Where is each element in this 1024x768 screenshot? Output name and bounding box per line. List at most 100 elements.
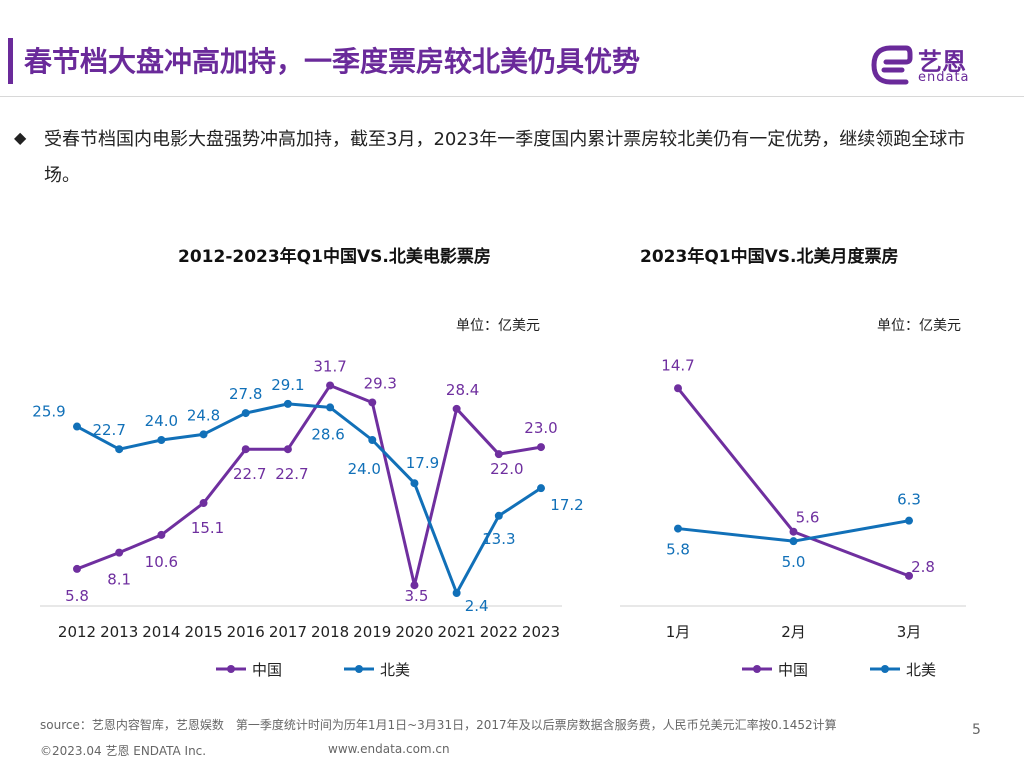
x-tick-label: 2019 xyxy=(353,623,391,641)
data-point xyxy=(326,381,335,390)
x-tick-label: 2017 xyxy=(269,623,307,641)
summary-text: 受春节档国内电影大盘强势冲高加持，截至3月，2023年一季度国内累计票房较北美仍… xyxy=(44,129,966,186)
data-label: 28.6 xyxy=(311,425,344,443)
data-point xyxy=(789,527,798,536)
chart1-title: 2012-2023年Q1中国VS.北美电影票房 xyxy=(178,247,491,267)
data-point xyxy=(410,581,419,590)
data-point xyxy=(452,589,461,597)
data-point xyxy=(283,445,292,454)
data-point xyxy=(905,516,913,525)
data-point xyxy=(157,436,166,444)
logo-text-cn: 艺恩 xyxy=(918,48,966,76)
data-point xyxy=(494,511,503,520)
data-point xyxy=(73,564,81,573)
data-label: 5.8 xyxy=(666,541,690,559)
data-label: 10.6 xyxy=(145,553,178,571)
logo-text-en: endata xyxy=(918,70,970,85)
data-label: 24.0 xyxy=(348,460,381,478)
legend-swatch-point xyxy=(753,665,761,673)
endata-logo: 艺恩 endata xyxy=(866,40,996,92)
series-line-0 xyxy=(676,387,910,578)
legend-swatch-point xyxy=(227,665,235,673)
data-label: 23.0 xyxy=(524,419,557,437)
data-label: 2.8 xyxy=(911,558,935,576)
data-point xyxy=(368,398,377,407)
data-point xyxy=(537,443,545,452)
data-label: 15.1 xyxy=(191,519,224,537)
x-tick-label: 2014 xyxy=(142,623,180,641)
x-tick-label: 2020 xyxy=(395,623,433,641)
data-point xyxy=(494,450,503,459)
data-point xyxy=(674,384,682,393)
data-label: 24.8 xyxy=(187,406,220,424)
x-tick-label: 2012 xyxy=(58,623,96,641)
data-label: 5.8 xyxy=(65,587,89,605)
x-tick-label: 1月 xyxy=(666,623,691,641)
data-point xyxy=(905,571,913,580)
data-label: 14.7 xyxy=(661,356,694,374)
data-point xyxy=(241,409,250,418)
data-label: 22.7 xyxy=(275,465,308,483)
data-label: 5.6 xyxy=(796,509,820,527)
data-point xyxy=(115,548,124,557)
x-tick-label: 2021 xyxy=(438,623,476,641)
data-point xyxy=(157,530,166,539)
data-point xyxy=(368,436,377,444)
data-label: 3.5 xyxy=(405,587,429,605)
page-number: 5 xyxy=(972,722,981,738)
chart1-unit: 单位：亿美元 xyxy=(456,318,540,334)
data-label: 29.1 xyxy=(271,376,304,394)
data-label: 8.1 xyxy=(107,571,131,589)
footer-copyright: ©2023.04 艺恩 ENDATA Inc. xyxy=(40,744,207,758)
data-point xyxy=(326,403,335,412)
data-label: 24.0 xyxy=(145,412,178,430)
series-line-0 xyxy=(76,383,542,587)
data-label: 28.4 xyxy=(446,381,479,399)
data-point xyxy=(199,430,208,439)
series-line-1 xyxy=(76,402,542,595)
chart2-title: 2023年Q1中国VS.北美月度票房 xyxy=(640,247,899,267)
data-label: 6.3 xyxy=(897,491,921,509)
x-tick-label: 2022 xyxy=(480,623,518,641)
data-label: 31.7 xyxy=(313,357,346,375)
data-point xyxy=(410,479,419,488)
legend-label: 中国 xyxy=(778,661,808,679)
x-tick-label: 2018 xyxy=(311,623,349,641)
data-label: 29.3 xyxy=(364,374,397,392)
legend-swatch-point xyxy=(355,665,363,673)
chart2-unit: 单位：亿美元 xyxy=(877,318,961,334)
x-tick-label: 2月 xyxy=(781,623,806,641)
data-point xyxy=(789,537,798,546)
data-point xyxy=(73,422,81,431)
x-tick-label: 2013 xyxy=(100,623,138,641)
data-label: 22.7 xyxy=(233,465,266,483)
data-label: 5.0 xyxy=(782,553,806,571)
data-label: 25.9 xyxy=(32,403,65,421)
x-tick-label: 2023 xyxy=(522,623,560,641)
data-label: 2.4 xyxy=(465,597,489,615)
data-label: 17.9 xyxy=(406,454,439,472)
legend-label: 北美 xyxy=(906,661,936,679)
data-point xyxy=(452,404,461,413)
x-tick-label: 3月 xyxy=(897,623,922,641)
endata-logo-icon xyxy=(871,45,913,85)
title-accent-bar xyxy=(8,38,13,84)
data-label: 22.7 xyxy=(92,421,125,439)
footer-source: source：艺恩内容智库，艺恩娱数 第一季度统计时间为历年1月1日~3月31日… xyxy=(40,718,837,732)
data-point xyxy=(674,524,682,533)
x-tick-label: 2015 xyxy=(184,623,222,641)
data-point xyxy=(241,445,250,454)
data-point xyxy=(283,399,292,408)
x-tick-label: 2016 xyxy=(227,623,265,641)
data-label: 13.3 xyxy=(482,530,515,548)
data-point xyxy=(537,484,545,493)
legend-label: 北美 xyxy=(380,661,410,679)
data-label: 27.8 xyxy=(229,385,262,403)
footer-url: www.endata.com.cn xyxy=(328,742,450,756)
page-title: 春节档大盘冲高加持，一季度票房较北美仍具优势 xyxy=(24,45,641,78)
title-divider xyxy=(0,96,1024,97)
data-point xyxy=(115,445,124,454)
data-label: 22.0 xyxy=(490,460,523,478)
